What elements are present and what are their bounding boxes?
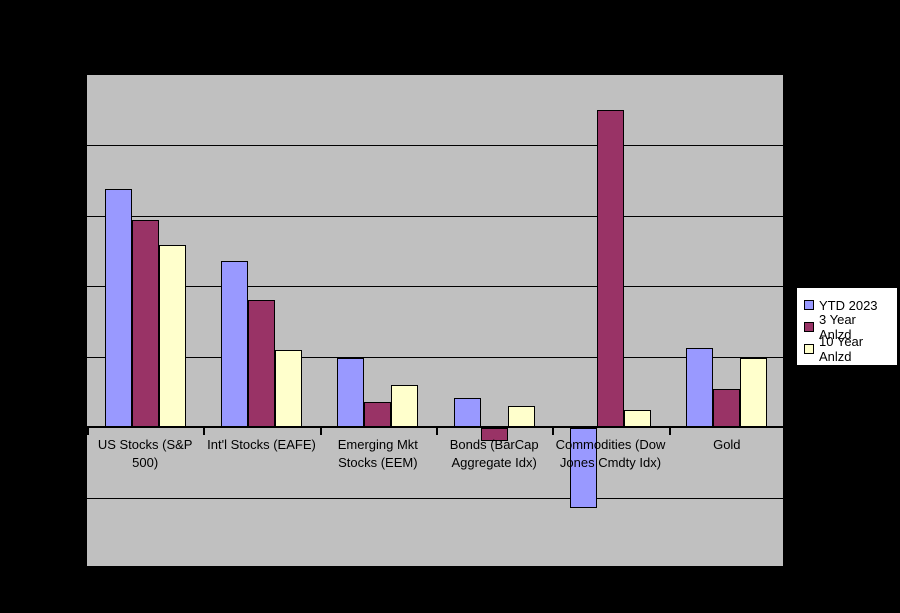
legend-swatch <box>804 300 814 310</box>
bar-10-year-anlzd-cat3 <box>507 406 535 428</box>
bar-3-year-anlzd-cat3 <box>480 428 508 441</box>
bar-ytd-2023-cat0 <box>104 189 132 428</box>
category-label: Int'l Stocks (EAFE) <box>203 436 319 454</box>
x-axis-line <box>87 426 783 429</box>
legend-label: YTD 2023 <box>819 297 878 313</box>
bar-10-year-anlzd-cat5 <box>740 358 768 428</box>
category-label-line: US Stocks (S&P <box>97 437 193 453</box>
gridline <box>87 145 783 147</box>
legend-item: 3 Year Anlzd <box>804 312 891 342</box>
bar-ytd-2023-cat3 <box>453 397 481 428</box>
category-label-line: Bonds (BarCap <box>449 437 539 453</box>
bar-ytd-2023-cat4 <box>570 428 597 509</box>
bar-3-year-anlzd-cat0 <box>131 220 159 428</box>
legend-item: YTD 2023 <box>804 294 891 316</box>
bar-3-year-anlzd-cat2 <box>364 401 392 428</box>
axis-tick <box>203 427 206 436</box>
bar-3-year-anlzd-cat1 <box>248 300 275 428</box>
gridline <box>87 497 783 499</box>
bar-10-year-anlzd-cat2 <box>391 384 419 428</box>
category-label-line: Gold <box>713 437 741 453</box>
legend-swatch <box>804 344 814 354</box>
category-label: Emerging Mkt Stocks (EEM) <box>320 436 436 472</box>
axis-tick <box>783 427 785 436</box>
category-label: Bonds (BarCap Aggregate Idx) <box>436 436 552 472</box>
axis-tick <box>87 427 89 436</box>
legend-label: 10 Year Anlzd <box>819 334 864 364</box>
category-label-line: Commodities (Dow <box>555 437 666 453</box>
bar-ytd-2023-cat1 <box>221 260 248 428</box>
axis-tick <box>552 427 555 436</box>
bar-3-year-anlzd-cat5 <box>713 389 741 428</box>
gridline <box>87 215 783 217</box>
category-label-line: Int'l Stocks (EAFE) <box>207 437 316 453</box>
axis-tick <box>668 427 671 436</box>
bar-10-year-anlzd-cat0 <box>158 245 186 428</box>
category-label: US Stocks (S&P 500) <box>87 436 203 472</box>
bar-10-year-anlzd-cat1 <box>275 349 302 428</box>
bar-ytd-2023-cat2 <box>337 358 365 428</box>
category-label-line: Jones Cmdty Idx) <box>559 455 662 471</box>
category-label-line: Emerging Mkt <box>337 437 418 453</box>
plot-area: US Stocks (S&P 500) Int'l Stocks (EAFE) Eme… <box>86 74 785 567</box>
legend-label: 3 Year Anlzd <box>819 312 856 342</box>
axis-tick <box>436 427 438 436</box>
bar-10-year-anlzd-cat4 <box>624 410 651 428</box>
category-label-line: Aggregate Idx) <box>451 455 537 471</box>
legend: YTD 2023 3 Year Anlzd 10 Year Anlzd <box>796 287 898 366</box>
category-label: Gold <box>669 436 785 454</box>
bar-ytd-2023-cat5 <box>686 348 714 428</box>
gridline <box>87 356 783 358</box>
category-label-line: Stocks (EEM) <box>338 455 418 471</box>
legend-swatch <box>804 322 814 332</box>
legend-item: 10 Year Anlzd <box>804 334 891 364</box>
gridline <box>87 286 783 288</box>
category-label: Commodities (Dow Jones Cmdty Idx) <box>552 436 668 472</box>
axis-tick <box>319 427 322 436</box>
category-label-line: 500) <box>132 455 159 471</box>
bar-3-year-anlzd-cat4 <box>597 110 624 428</box>
